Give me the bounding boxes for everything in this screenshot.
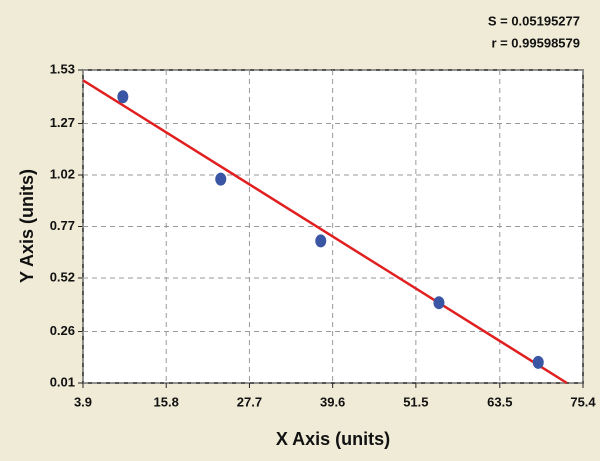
- x-tick-label: 15.8: [154, 394, 179, 409]
- data-point: [433, 296, 445, 310]
- y-tick-label: 1.53: [50, 61, 75, 76]
- x-tick-label: 27.7: [237, 394, 262, 409]
- x-tick-label: 51.5: [403, 394, 428, 409]
- y-tick-label: 0.52: [50, 269, 75, 284]
- x-tick-label: 63.5: [487, 394, 512, 409]
- y-axis-label: Y Axis (units): [17, 169, 37, 283]
- y-tick-label: 1.27: [50, 115, 75, 130]
- y-tick-label: 0.26: [50, 323, 75, 338]
- fit-line: [82, 79, 568, 385]
- y-tick-label: 0.01: [50, 374, 75, 389]
- data-point: [315, 234, 327, 248]
- y-tick-label: 1.02: [50, 166, 75, 181]
- data-point: [532, 355, 544, 369]
- x-tick-label: 75.4: [570, 394, 596, 409]
- data-point: [117, 90, 129, 104]
- annotation: S = 0.05195277: [488, 13, 580, 28]
- x-axis-label: X Axis (units): [276, 429, 390, 449]
- y-tick-label: 0.77: [50, 218, 75, 233]
- x-tick-label: 39.6: [320, 394, 345, 409]
- data-point: [215, 172, 227, 186]
- x-tick-label: 3.9: [74, 394, 92, 409]
- annotation: r = 0.99598579: [491, 35, 580, 50]
